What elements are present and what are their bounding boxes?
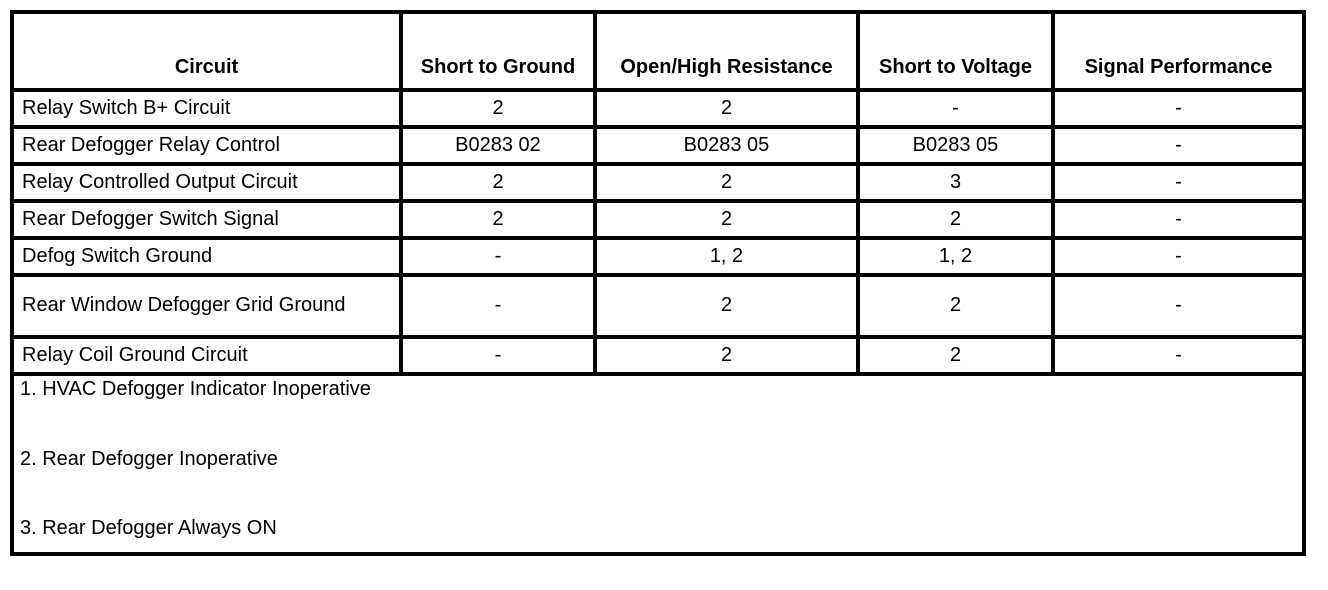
column-header-short-to-voltage: Short to Voltage — [856, 10, 1055, 92]
circuit-cell: Relay Switch B+ Circuit — [10, 88, 403, 129]
value-cell: - — [1051, 162, 1306, 203]
notes-cell: 1. HVAC Defogger Indicator Inoperative 2… — [10, 372, 1306, 556]
value-cell: 2 — [593, 335, 860, 376]
value-cell: B0283 05 — [593, 125, 860, 166]
value-cell: 2 — [593, 88, 860, 129]
value-cell: - — [1051, 199, 1306, 240]
value-cell: - — [1051, 335, 1306, 376]
value-cell: 2 — [399, 199, 597, 240]
value-cell: - — [399, 335, 597, 376]
value-cell: B0283 05 — [856, 125, 1055, 166]
value-cell: 3 — [856, 162, 1055, 203]
table-row: Rear Window Defogger Grid Ground - 2 2 - — [10, 273, 1306, 339]
value-cell: 2 — [856, 273, 1055, 339]
note-line: 1. HVAC Defogger Indicator Inoperative — [20, 378, 371, 400]
column-header-open-high-resistance: Open/High Resistance — [593, 10, 860, 92]
table-row: Rear Defogger Relay Control B0283 02 B02… — [10, 125, 1306, 166]
column-header-signal-performance: Signal Performance — [1051, 10, 1306, 92]
circuit-cell: Rear Defogger Switch Signal — [10, 199, 403, 240]
value-cell: 2 — [856, 199, 1055, 240]
value-cell: - — [1051, 125, 1306, 166]
circuit-cell: Rear Window Defogger Grid Ground — [10, 273, 403, 339]
value-cell: 2 — [399, 88, 597, 129]
note-line: 3. Rear Defogger Always ON — [20, 517, 277, 540]
value-cell: - — [1051, 88, 1306, 129]
table-row: Rear Defogger Switch Signal 2 2 2 - — [10, 199, 1306, 240]
note-line: 2. Rear Defogger Inoperative — [20, 447, 278, 470]
value-cell: 1, 2 — [856, 236, 1055, 277]
value-cell: 2 — [399, 162, 597, 203]
circuit-cell: Defog Switch Ground — [10, 236, 403, 277]
table-row: Relay Coil Ground Circuit - 2 2 - — [10, 335, 1306, 376]
value-cell: - — [399, 236, 597, 277]
value-cell: 2 — [593, 199, 860, 240]
header-row: Circuit Short to Ground Open/High Resist… — [10, 10, 1306, 92]
value-cell: 2 — [856, 335, 1055, 376]
table-row: Relay Switch B+ Circuit 2 2 - - — [10, 88, 1306, 129]
notes-row: 1. HVAC Defogger Indicator Inoperative 2… — [10, 372, 1306, 556]
value-cell: 2 — [593, 162, 860, 203]
circuit-cell: Relay Controlled Output Circuit — [10, 162, 403, 203]
value-cell: - — [1051, 236, 1306, 277]
dtc-diagnosis-table: Circuit Short to Ground Open/High Resist… — [10, 10, 1306, 556]
value-cell: 2 — [593, 273, 860, 339]
value-cell: B0283 02 — [399, 125, 597, 166]
circuit-cell: Rear Defogger Relay Control — [10, 125, 403, 166]
value-cell: - — [856, 88, 1055, 129]
column-header-circuit: Circuit — [10, 10, 403, 92]
table-row: Relay Controlled Output Circuit 2 2 3 - — [10, 162, 1306, 203]
column-header-short-to-ground: Short to Ground — [399, 10, 597, 92]
table-row: Defog Switch Ground - 1, 2 1, 2 - — [10, 236, 1306, 277]
value-cell: - — [1051, 273, 1306, 339]
circuit-cell: Relay Coil Ground Circuit — [10, 335, 403, 376]
value-cell: - — [399, 273, 597, 339]
value-cell: 1, 2 — [593, 236, 860, 277]
